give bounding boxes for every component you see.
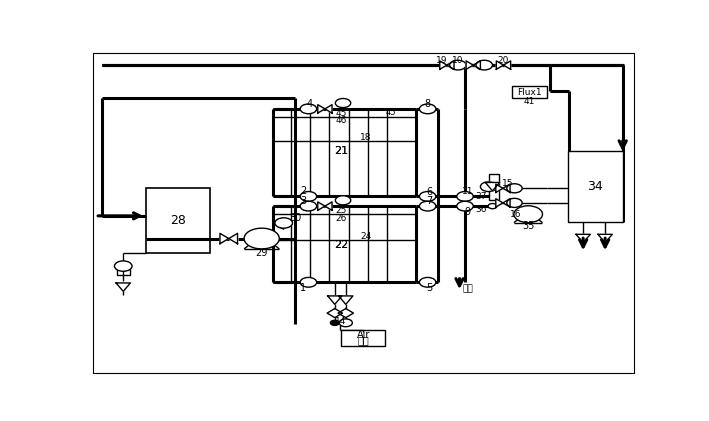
Text: 3: 3 [300, 196, 306, 206]
Polygon shape [328, 296, 342, 304]
Text: 45: 45 [335, 109, 347, 117]
Text: 4: 4 [307, 99, 313, 109]
Text: 14: 14 [335, 317, 346, 326]
Text: 21: 21 [335, 146, 348, 156]
Polygon shape [338, 309, 354, 317]
Text: 2: 2 [300, 186, 306, 196]
Text: 22: 22 [334, 240, 349, 250]
Polygon shape [325, 202, 332, 210]
Text: Air: Air [357, 330, 370, 340]
Polygon shape [598, 234, 613, 243]
Bar [512, 86, 547, 98]
Text: 37: 37 [475, 192, 486, 201]
Circle shape [275, 218, 293, 228]
Polygon shape [503, 61, 510, 69]
Circle shape [300, 201, 317, 211]
Circle shape [335, 196, 351, 205]
Polygon shape [318, 202, 325, 210]
Text: 11: 11 [462, 187, 474, 196]
Circle shape [339, 319, 352, 327]
Circle shape [420, 201, 436, 211]
Text: 21: 21 [335, 146, 348, 156]
Bar [568, 151, 623, 222]
Polygon shape [327, 309, 342, 317]
Polygon shape [220, 233, 229, 244]
Circle shape [114, 261, 132, 271]
Text: 10: 10 [452, 56, 464, 65]
Circle shape [335, 99, 351, 108]
Circle shape [420, 192, 436, 201]
Polygon shape [339, 296, 353, 304]
Text: 24: 24 [360, 232, 372, 241]
Text: 1: 1 [300, 283, 306, 293]
Text: 45: 45 [386, 108, 396, 117]
Polygon shape [116, 283, 130, 291]
Circle shape [420, 277, 436, 287]
Text: 22: 22 [334, 240, 349, 250]
Polygon shape [486, 182, 500, 191]
Text: 15: 15 [501, 179, 513, 188]
Circle shape [507, 184, 522, 193]
Text: 8: 8 [425, 99, 430, 109]
Circle shape [488, 203, 497, 209]
Polygon shape [503, 199, 510, 207]
Circle shape [481, 182, 497, 192]
Circle shape [330, 320, 339, 325]
Text: 25: 25 [335, 206, 347, 215]
Circle shape [300, 277, 317, 287]
Circle shape [244, 228, 279, 249]
Text: 排污: 排污 [462, 284, 473, 293]
Text: 9: 9 [464, 207, 471, 217]
Circle shape [507, 198, 522, 208]
Polygon shape [229, 233, 238, 244]
Circle shape [514, 206, 542, 223]
Text: 18: 18 [360, 133, 372, 142]
Text: 26: 26 [335, 213, 347, 223]
Polygon shape [576, 234, 591, 243]
Text: Flux1: Flux1 [518, 88, 542, 96]
Text: 30: 30 [289, 213, 301, 224]
Text: 36: 36 [475, 205, 486, 214]
Polygon shape [503, 184, 510, 192]
Text: 35: 35 [522, 221, 535, 231]
Text: 28: 28 [170, 214, 186, 227]
Polygon shape [440, 61, 447, 69]
Text: 6: 6 [426, 187, 432, 197]
Circle shape [476, 60, 493, 70]
Text: 34: 34 [587, 180, 603, 193]
Text: 5: 5 [426, 283, 432, 293]
Circle shape [457, 192, 474, 201]
Polygon shape [318, 105, 325, 113]
Circle shape [300, 104, 317, 114]
Polygon shape [496, 61, 503, 69]
Circle shape [420, 104, 436, 114]
Bar [342, 330, 386, 346]
Circle shape [300, 192, 317, 201]
Text: 20: 20 [498, 56, 509, 65]
Text: 19: 19 [436, 56, 447, 65]
Text: 46: 46 [335, 116, 347, 125]
Text: 29: 29 [255, 248, 268, 258]
Text: 41: 41 [524, 97, 535, 106]
Polygon shape [466, 61, 474, 69]
Polygon shape [447, 61, 454, 69]
Polygon shape [496, 199, 503, 207]
Bar [146, 188, 210, 253]
Bar [117, 269, 130, 275]
Text: 16: 16 [510, 210, 522, 219]
Bar [489, 174, 498, 200]
Text: 储罐: 储罐 [357, 335, 369, 345]
Circle shape [450, 60, 466, 70]
Circle shape [457, 201, 474, 211]
Text: 7: 7 [426, 196, 432, 206]
Polygon shape [325, 105, 332, 113]
Polygon shape [474, 61, 481, 69]
Polygon shape [496, 184, 503, 192]
